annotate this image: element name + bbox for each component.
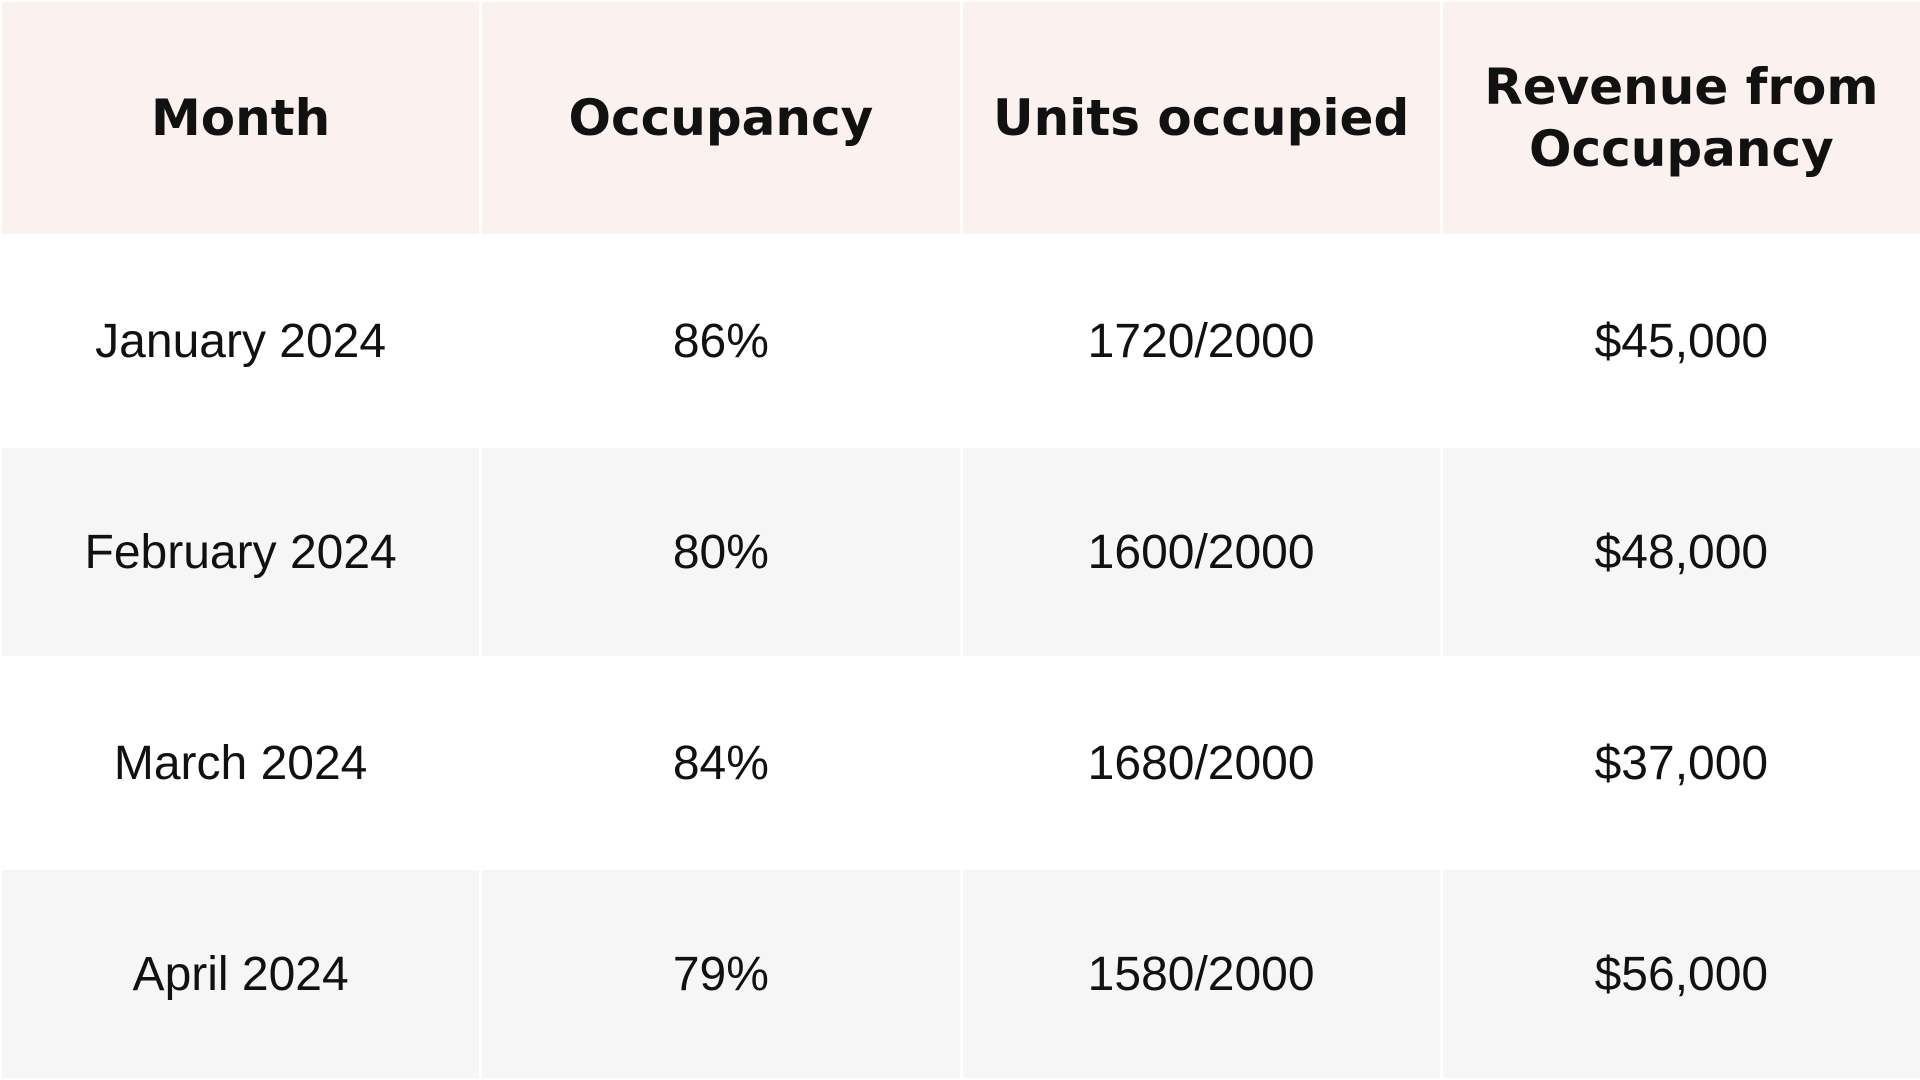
header-cell: Occupancy [482,2,960,234]
table-cell: $37,000 [1442,659,1920,867]
table-cell: February 2024 [2,448,480,656]
table-cell: 80% [482,448,960,656]
table-cell: 86% [482,237,960,445]
header-cell: Units occupied [962,2,1440,234]
table-cell: 1680/2000 [962,659,1440,867]
table-cell: January 2024 [2,237,480,445]
table-cell: 1580/2000 [962,870,1440,1078]
header-cell: Revenue from Occupancy [1442,2,1920,234]
header-cell: Month [2,2,480,234]
table-cell: April 2024 [2,870,480,1078]
table-cell: $48,000 [1442,448,1920,656]
table-cell: March 2024 [2,659,480,867]
table-cell: 1600/2000 [962,448,1440,656]
table-cell: 84% [482,659,960,867]
table-cell: 79% [482,870,960,1078]
table-cell: $45,000 [1442,237,1920,445]
table-cell: 1720/2000 [962,237,1440,445]
table-cell: $56,000 [1442,870,1920,1078]
